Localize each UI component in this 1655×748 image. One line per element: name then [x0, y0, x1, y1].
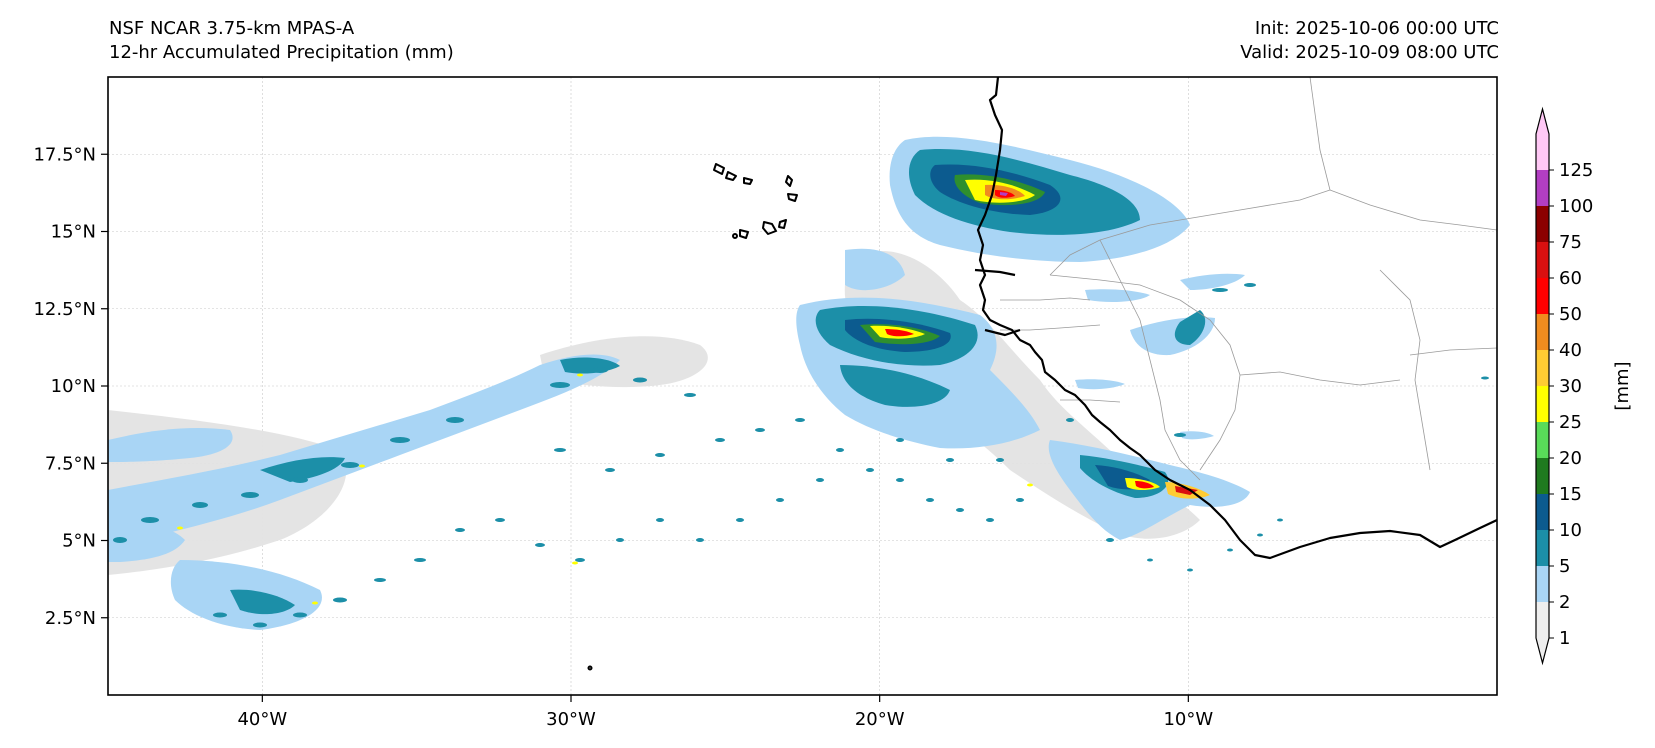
lon-tick-label: 10°W: [1163, 709, 1213, 730]
map-panel: [107, 76, 1498, 696]
lat-tick-label: 5°N: [62, 531, 96, 552]
colorbar-swatch: [1536, 206, 1549, 242]
colorbar-extend-high: [1536, 109, 1549, 170]
colorbar-tick-label: 5: [1559, 556, 1570, 577]
lat-tick-label: 15°N: [51, 222, 96, 243]
lat-tick-label: 7.5°N: [45, 453, 96, 474]
colorbar-extend-low: [1536, 638, 1549, 663]
colorbar-tick-label: 10: [1559, 520, 1582, 541]
longitude-axis: 40°W 30°W 20°W 10°W: [237, 695, 1213, 730]
init-time: Init: 2025-10-06 00:00 UTC: [1254, 18, 1499, 39]
colorbar-swatch: [1536, 350, 1549, 386]
colorbar-swatch: [1536, 386, 1549, 422]
valid-time: Valid: 2025-10-09 08:00 UTC: [1240, 42, 1499, 63]
lat-tick-label: 12.5°N: [33, 299, 96, 320]
colorbar-tick-label: 2: [1559, 592, 1570, 613]
field-title: 12-hr Accumulated Precipitation (mm): [109, 42, 454, 63]
colorbar-unit-label: [mm]: [1612, 361, 1633, 410]
title-left: NSF NCAR 3.75-km MPAS-A 12-hr Accumulate…: [109, 17, 454, 65]
colorbar-swatch: [1536, 242, 1549, 278]
lat-tick-label: 2.5°N: [45, 608, 96, 629]
colorbar-swatch: [1536, 530, 1549, 566]
colorbar-swatch: [1536, 170, 1549, 206]
colorbar-swatch: [1536, 602, 1549, 638]
colorbar-swatch: [1536, 494, 1549, 530]
model-title: NSF NCAR 3.75-km MPAS-A: [109, 18, 355, 39]
lon-tick-label: 30°W: [546, 709, 596, 730]
colorbar-tick-label: 15: [1559, 484, 1582, 505]
colorbar-tick-label: 1: [1559, 628, 1570, 649]
lat-tick-label: 17.5°N: [33, 144, 96, 165]
colorbar-outline: [1535, 106, 1550, 666]
latitude-axis: 17.5°N 15°N 12.5°N 10°N 7.5°N 5°N 2.5°N: [33, 144, 108, 629]
coastline: [587, 77, 1497, 671]
colorbar-tick-label: 125: [1559, 160, 1593, 181]
colorbar-tick-label: 30: [1559, 376, 1582, 397]
colorbar-tick-label: 25: [1559, 412, 1582, 433]
precipitation-field: [108, 136, 1489, 630]
colorbar-tick-label: 75: [1559, 232, 1582, 253]
lon-tick-label: 40°W: [237, 709, 287, 730]
colorbar-swatch: [1536, 278, 1549, 314]
lat-tick-label: 10°N: [51, 376, 96, 397]
colorbar-swatch: [1536, 314, 1549, 350]
lon-tick-label: 20°W: [855, 709, 905, 730]
colorbar-swatch: [1536, 422, 1549, 458]
colorbar-tick-label: 20: [1559, 448, 1582, 469]
colorbar-swatch: [1536, 458, 1549, 494]
colorbar-tick-label: 100: [1559, 196, 1593, 217]
title-right: Init: 2025-10-06 00:00 UTC Valid: 2025-1…: [1240, 17, 1499, 65]
colorbar-swatch: [1536, 566, 1549, 602]
country-borders: [1000, 77, 1497, 481]
colorbar-tick-label: 40: [1559, 340, 1582, 361]
colorbar-tick-label: 60: [1559, 268, 1582, 289]
colorbar-tick-label: 50: [1559, 304, 1582, 325]
